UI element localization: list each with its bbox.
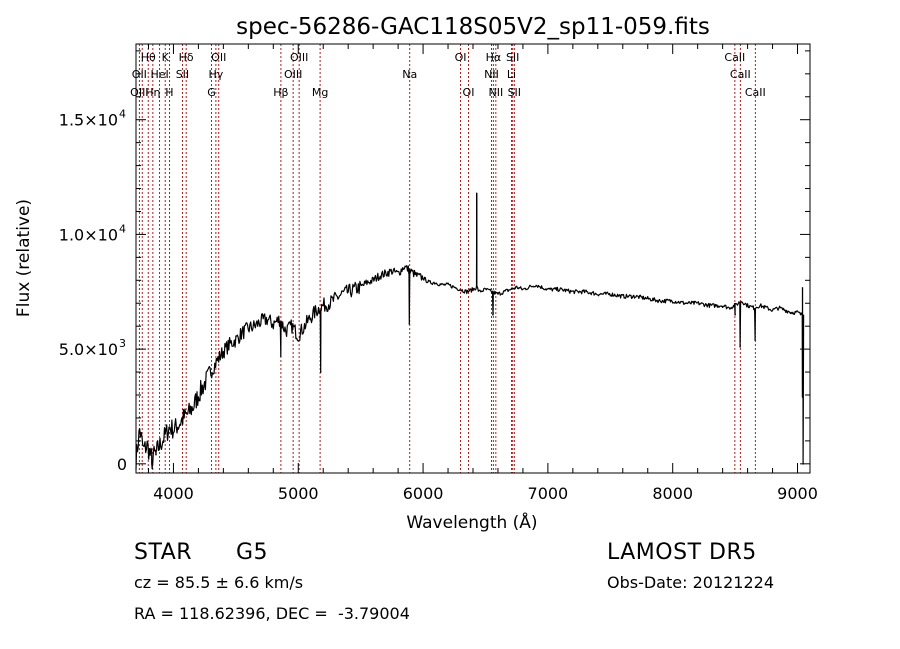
line-label: Li — [507, 68, 516, 81]
absorption-dip — [492, 313, 494, 316]
coordinates-readout: RA = 118.62396, DEC = -3.79004 — [134, 604, 410, 623]
observation-date: Obs-Date: 20121224 — [607, 573, 775, 592]
y-tick-exponent: 4 — [119, 222, 126, 235]
line-label: SII — [508, 86, 521, 99]
x-tick-label: 7000 — [528, 484, 569, 503]
line-label: CaII — [730, 68, 751, 81]
plot-frame — [135, 43, 811, 474]
line-label: CaII — [724, 51, 745, 64]
x-tick-label: 9000 — [777, 484, 818, 503]
x-axis-ticks: 4000 5000 6000 7000 8000 9000 — [147, 44, 818, 503]
absorption-dip — [151, 467, 154, 470]
absorption-dip — [155, 453, 157, 456]
line-label: NII — [484, 68, 499, 81]
x-tick-label: 5000 — [278, 484, 319, 503]
y-tick-label: 1.5×10 — [59, 111, 118, 130]
line-label: G — [207, 86, 216, 99]
redshift-readout: cz = 85.5 ± 6.6 km/s — [134, 573, 304, 592]
line-label: Hθ — [141, 51, 156, 64]
absorption-dip — [319, 371, 322, 373]
survey-name: LAMOST DR5 — [607, 540, 757, 565]
x-tick-label: 6000 — [403, 484, 444, 503]
line-label: Hγ — [208, 68, 223, 81]
y-tick-label: 0 — [117, 455, 127, 474]
line-label: Hα — [486, 51, 502, 64]
absorption-dip — [739, 346, 741, 348]
y-tick-exponent: 4 — [119, 108, 126, 121]
line-label: HeI — [150, 68, 168, 81]
y-tick-exponent: 3 — [119, 337, 126, 350]
absorption-dip — [754, 339, 756, 341]
line-label: K — [162, 51, 170, 64]
y-tick-label: 5.0×10 — [59, 340, 118, 359]
emission-line-markers — [138, 44, 756, 473]
line-label: Hβ — [273, 86, 288, 99]
line-label: OIII — [290, 51, 308, 64]
spectrum-series-line — [135, 192, 805, 470]
line-label: SII — [506, 51, 519, 64]
object-subclass: G5 — [236, 540, 269, 565]
chart-title: spec-56286-GAC118S05V2_sp11-059.fits — [236, 14, 710, 40]
line-label: NII — [488, 86, 503, 99]
line-label: Hδ — [179, 51, 194, 64]
x-tick-label: 8000 — [652, 484, 693, 503]
line-label: OII — [211, 51, 226, 64]
absorption-dip — [408, 323, 411, 325]
line-label: Mg — [312, 86, 328, 99]
y-axis-ticks: 05.0×10 31.0×10 41.5×10 4 — [59, 50, 810, 474]
line-label: CaII — [745, 86, 766, 99]
line-label: OI — [455, 51, 467, 64]
line-label: OIII — [130, 86, 148, 99]
line-label: OII — [132, 68, 147, 81]
line-label: SII — [176, 68, 189, 81]
x-axis-label: Wavelength (Å) — [406, 511, 537, 533]
line-label: H — [165, 86, 173, 99]
x-tick-label: 4000 — [153, 484, 194, 503]
line-label: OI — [463, 86, 475, 99]
line-label: OIII — [284, 68, 302, 81]
line-label: Na — [402, 68, 417, 81]
y-axis-label: Flux (relative) — [14, 199, 34, 317]
object-class: STAR — [134, 540, 193, 565]
y-tick-label: 1.0×10 — [59, 225, 118, 244]
absorption-dip — [279, 355, 282, 357]
line-label: Hη — [145, 86, 160, 99]
absorption-dip — [734, 313, 736, 316]
